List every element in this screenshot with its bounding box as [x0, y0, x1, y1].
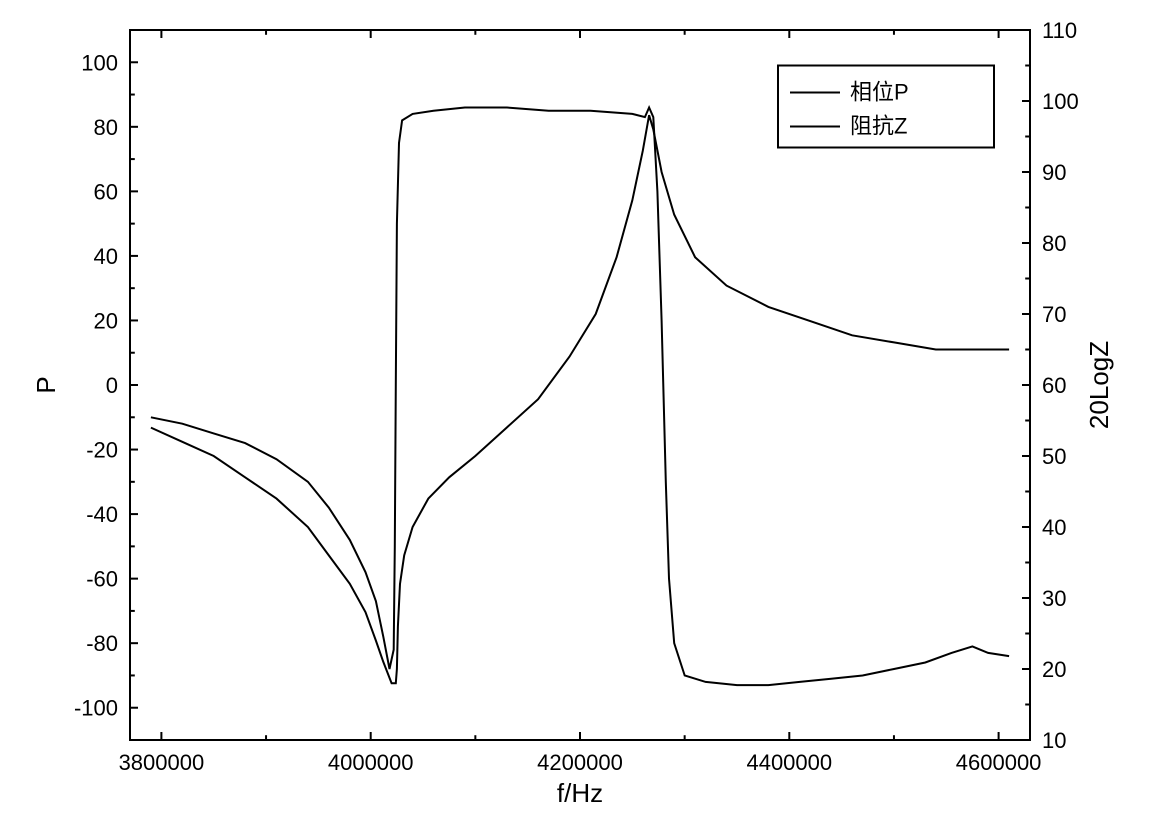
y-left-tick-label: 20: [94, 308, 118, 333]
y-right-tick-label: 40: [1042, 515, 1066, 540]
y-right-tick-label: 90: [1042, 160, 1066, 185]
x-tick-label: 4400000: [746, 750, 832, 775]
y-right-tick-label: 100: [1042, 89, 1079, 114]
y-left-tick-label: -60: [86, 567, 118, 592]
y-right-tick-label: 30: [1042, 586, 1066, 611]
series-phase_P: [151, 108, 1009, 686]
x-tick-label: 4200000: [537, 750, 623, 775]
y-left-tick-label: 80: [94, 115, 118, 140]
legend-label: 阻抗Z: [850, 114, 907, 139]
impedance-phase-chart: 3800000 4000000 4200000 4400000 4600000 f/Hz -…: [0, 0, 1150, 830]
y-right-tick-label: 80: [1042, 231, 1066, 256]
x-tick-label: 4600000: [956, 750, 1042, 775]
y-right-tick-label: 10: [1042, 728, 1066, 753]
y-left-axis-title: P: [31, 376, 61, 393]
y-right-tick-label: 110: [1042, 18, 1077, 43]
y-right-tick-label: 50: [1042, 444, 1066, 469]
y-left-tick-label: -20: [86, 438, 118, 463]
y-left-tick-label: -40: [86, 502, 118, 527]
y-right-tick-label: 20: [1042, 657, 1066, 682]
x-tick-label: 4000000: [328, 750, 414, 775]
y-right-tick-label: 70: [1042, 302, 1066, 327]
chart-svg: 3800000 4000000 4200000 4400000 4600000 f/Hz -…: [0, 0, 1150, 830]
y-right-tick-label: 60: [1042, 373, 1066, 398]
y-left-tick-label: 60: [94, 179, 118, 204]
x-tick-label: 3800000: [119, 750, 205, 775]
x-axis-title: f/Hz: [557, 778, 603, 808]
legend-label: 相位P: [850, 80, 909, 105]
y-left-tick-label: 100: [81, 50, 118, 75]
y-right-axis-title: 20LogZ: [1084, 341, 1114, 429]
y-left-tick-label: -80: [86, 631, 118, 656]
y-left-tick-label: 0: [106, 373, 118, 398]
series-impedance_Z: [151, 115, 1009, 683]
y-left-tick-label: 40: [94, 244, 118, 269]
y-left-tick-label: -100: [74, 696, 118, 721]
